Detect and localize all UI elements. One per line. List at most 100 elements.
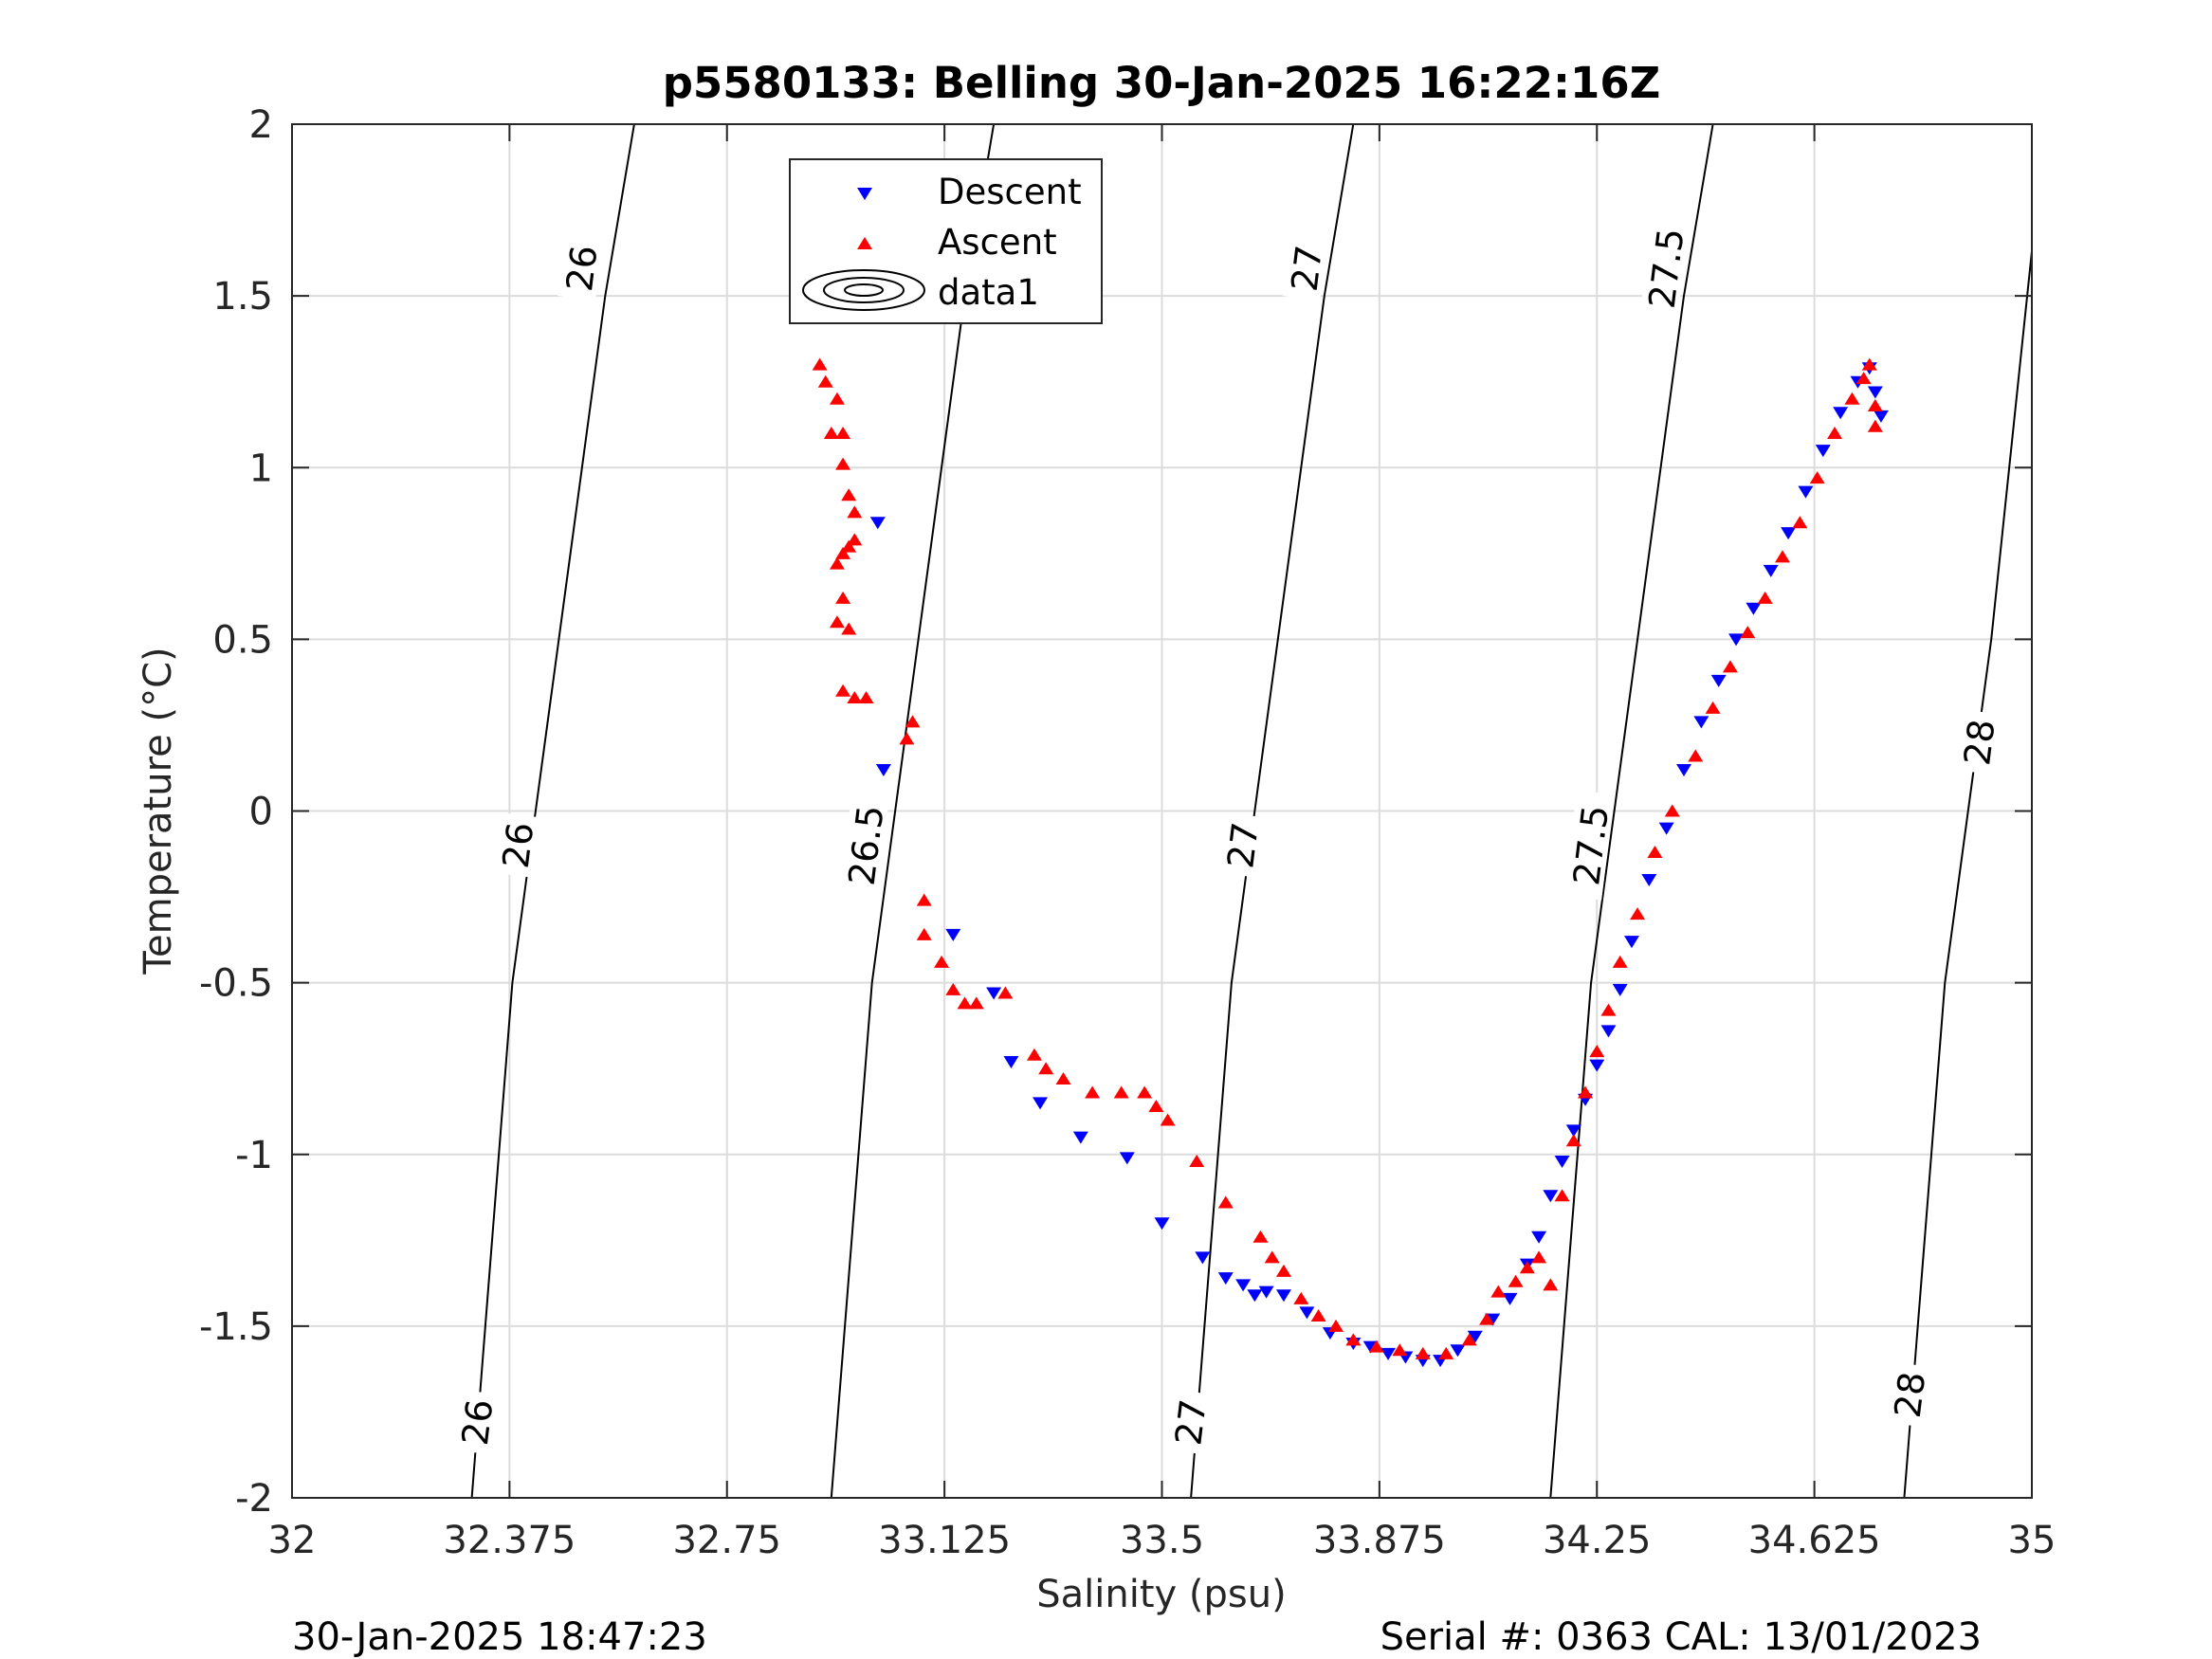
ascent-point xyxy=(1345,1333,1362,1346)
ascent-point xyxy=(812,357,828,371)
ascent-point xyxy=(1508,1274,1524,1287)
ascent-point xyxy=(1189,1154,1205,1167)
y-tick-label: 0.5 xyxy=(212,618,273,662)
contour-label-group: 27 xyxy=(1218,812,1267,878)
descent-point xyxy=(1781,527,1797,540)
ascent-point xyxy=(1264,1250,1280,1264)
descent-point xyxy=(875,764,891,777)
ascent-point xyxy=(829,615,845,629)
descent-point xyxy=(1003,1055,1019,1068)
ascent-point xyxy=(847,505,863,519)
isopycnal-line-26 xyxy=(470,123,635,1499)
descent-point xyxy=(1258,1285,1274,1299)
ascent-point xyxy=(1554,1189,1570,1202)
ascent-point xyxy=(1856,372,1872,385)
ascent-point xyxy=(1630,907,1646,921)
descent-point xyxy=(1867,386,1883,399)
ascent-point xyxy=(1438,1346,1454,1359)
y-tick-label: -0.5 xyxy=(199,962,273,1006)
ascent-series xyxy=(812,357,1883,1359)
ascent-point xyxy=(1740,626,1756,639)
ascent-point xyxy=(968,996,984,1010)
ascent-point xyxy=(835,591,851,604)
y-tick-label: 1 xyxy=(249,447,273,490)
contour-label-gap xyxy=(1638,212,1691,323)
descent-point xyxy=(1543,1190,1559,1203)
descent-point xyxy=(1033,1097,1049,1110)
x-tick-label: 34.25 xyxy=(1543,1519,1652,1562)
descent-point xyxy=(1247,1289,1263,1303)
ascent-point xyxy=(858,690,874,703)
ascent-point xyxy=(841,539,857,553)
contour-label-group: 26 xyxy=(452,1389,502,1455)
ascent-point xyxy=(1275,1264,1291,1277)
ascent-point xyxy=(905,715,921,728)
contour-label-group: 27 xyxy=(1166,1389,1215,1455)
descent-point xyxy=(1693,716,1709,729)
descent-point xyxy=(1676,764,1691,777)
contour-label: 27.5 xyxy=(1565,803,1617,887)
ascent-point xyxy=(1310,1309,1326,1322)
descent-point xyxy=(1380,1347,1397,1360)
descent-point xyxy=(1833,407,1849,420)
ascent-point xyxy=(829,556,845,570)
ascent-point xyxy=(1160,1113,1176,1126)
contour-label: 26 xyxy=(454,1397,502,1448)
descent-point xyxy=(1763,564,1779,577)
ascent-point xyxy=(1861,357,1877,371)
ascent-point xyxy=(1705,701,1721,714)
descent-point xyxy=(1119,1152,1135,1165)
contour-label-group: 28 xyxy=(1955,709,2003,775)
contour-label-gap xyxy=(1166,1389,1212,1455)
contour-label: 26 xyxy=(495,820,542,870)
ascent-point xyxy=(835,684,851,697)
descent-point xyxy=(1235,1279,1252,1292)
y-tick-label: 0 xyxy=(249,791,273,834)
isopycnal-contours xyxy=(470,123,2033,1499)
ascent-point xyxy=(1293,1291,1309,1304)
chart-title: p5580133: Belling 30-Jan-2025 16:22:16Z xyxy=(663,58,1661,108)
contour-label-gap xyxy=(493,812,539,878)
descent-point xyxy=(1710,674,1727,687)
ascent-point xyxy=(1368,1340,1384,1353)
descent-point xyxy=(1746,602,1762,615)
ascent-point xyxy=(1809,471,1825,484)
ascent-point xyxy=(1647,845,1663,858)
ascent-point xyxy=(841,622,857,635)
descent-point xyxy=(1589,1059,1605,1072)
x-tick-label: 33.125 xyxy=(878,1519,1011,1562)
ascent-point xyxy=(829,392,845,405)
x-tick-label: 32.375 xyxy=(443,1519,576,1562)
descent-point xyxy=(1623,936,1639,949)
ascent-point xyxy=(835,546,851,559)
ascent-point xyxy=(1392,1343,1408,1357)
ascent-point xyxy=(1792,516,1808,529)
ascent-point xyxy=(1461,1333,1477,1346)
ascent-point xyxy=(1137,1085,1153,1099)
ascent-point xyxy=(847,690,863,703)
ascent-point xyxy=(1531,1250,1547,1264)
descent-point xyxy=(945,928,961,941)
legend-box xyxy=(789,158,1103,324)
descent-point xyxy=(1531,1231,1547,1244)
contour-label: 27.5 xyxy=(1641,226,1692,310)
contour-label: 27 xyxy=(1167,1397,1215,1448)
ascent-point xyxy=(817,374,833,388)
x-tick-label: 35 xyxy=(2008,1519,2057,1562)
ascent-point xyxy=(899,732,915,745)
contour-label-gap xyxy=(1955,709,2001,775)
descent-point xyxy=(1467,1330,1483,1343)
ascent-point xyxy=(1844,392,1860,405)
descent-point xyxy=(1873,410,1889,423)
ascent-point xyxy=(1722,660,1738,673)
legend-descent-marker xyxy=(857,188,872,200)
contour-label-gap xyxy=(838,790,890,901)
ascent-point xyxy=(823,427,839,440)
legend-ascent-marker xyxy=(857,237,872,249)
descent-point xyxy=(1658,822,1674,835)
ascent-point xyxy=(1774,550,1790,563)
ascent-point xyxy=(934,955,950,968)
contour-label-group: 28 xyxy=(1885,1361,1933,1428)
x-tick-label: 33.5 xyxy=(1120,1519,1204,1562)
